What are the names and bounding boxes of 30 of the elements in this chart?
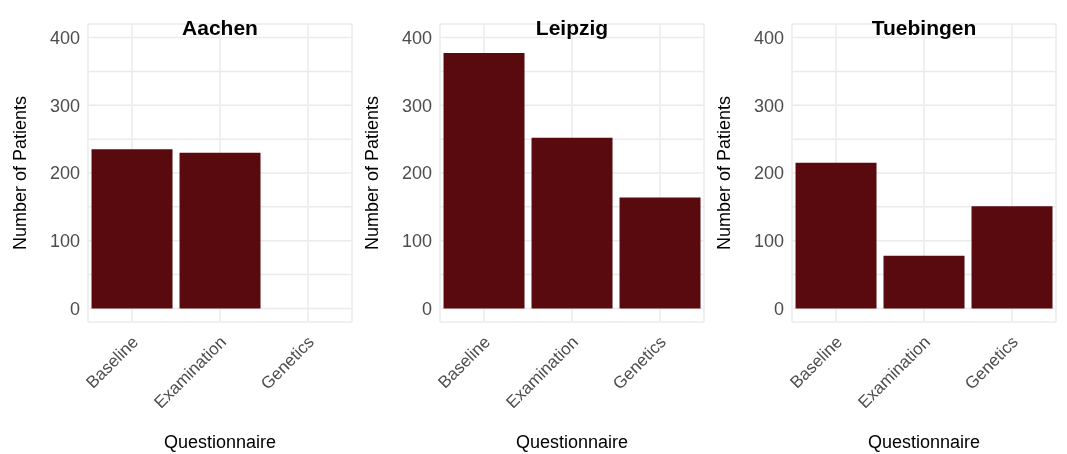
y-tick-label: 400 — [753, 27, 784, 48]
y-tick-label: 0 — [773, 298, 784, 319]
y-tick-label: 400 — [401, 27, 432, 48]
y-axis-title: Number of Patients — [714, 95, 735, 251]
chart-title: Aachen — [181, 16, 259, 40]
y-axis-title: Number of Patients — [10, 95, 31, 251]
y-tick-label: 300 — [401, 95, 432, 116]
bar — [883, 255, 965, 309]
bar — [531, 137, 613, 309]
x-axis-title: Questionnaire — [867, 432, 981, 452]
bar — [795, 162, 877, 309]
y-tick-label: 200 — [49, 163, 80, 184]
chart-title: Tuebingen — [870, 16, 978, 40]
bar — [443, 53, 525, 309]
bar — [971, 206, 1053, 309]
y-tick-label: 100 — [753, 231, 784, 252]
y-axis-title: Number of Patients — [362, 95, 383, 251]
y-tick-label: 300 — [753, 95, 784, 116]
x-axis-title: Questionnaire — [515, 432, 629, 452]
bar — [619, 197, 701, 309]
y-tick-label: 100 — [401, 231, 432, 252]
y-tick-label: 300 — [49, 95, 80, 116]
y-tick-label: 400 — [49, 27, 80, 48]
y-tick-label: 0 — [421, 298, 432, 319]
y-tick-label: 200 — [401, 163, 432, 184]
y-tick-label: 100 — [49, 231, 80, 252]
x-axis-title: Questionnaire — [163, 432, 277, 452]
chart-title: Leipzig — [534, 16, 610, 40]
y-tick-label: 200 — [753, 163, 784, 184]
y-tick-label: 0 — [69, 298, 80, 319]
